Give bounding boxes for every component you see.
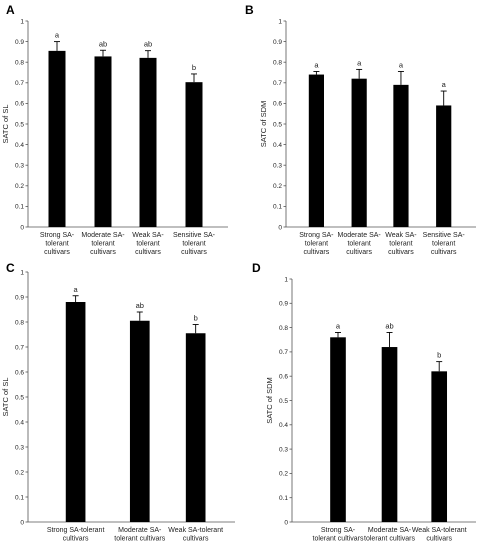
- y-tick-label: 0.8: [15, 319, 24, 326]
- significance-label: ab: [385, 321, 393, 330]
- y-tick-label: 1: [20, 18, 24, 25]
- significance-label: a: [74, 285, 79, 294]
- y-tick-label: 0.5: [15, 121, 24, 128]
- y-tick-label: 0.9: [15, 39, 24, 46]
- y-axis-label: SATC of SL: [1, 377, 10, 416]
- panel-letter: D: [252, 261, 261, 275]
- y-axis-label: SATC of SDM: [265, 377, 274, 424]
- significance-label: a: [442, 80, 447, 89]
- x-category-label: Moderate SA-tolerant cultivars: [114, 527, 165, 543]
- y-tick-label: 0.5: [273, 121, 282, 128]
- y-tick-label: 0: [20, 224, 24, 231]
- y-tick-label: 0.2: [273, 183, 282, 190]
- significance-label: a: [55, 31, 60, 40]
- y-tick-label: 0.2: [15, 469, 24, 476]
- y-tick-label: 0.9: [273, 39, 282, 46]
- y-tick-label: 0.7: [15, 80, 24, 87]
- y-tick-label: 0.7: [15, 344, 24, 351]
- y-tick-label: 0.1: [279, 495, 288, 502]
- y-tick-label: 1: [20, 269, 24, 276]
- y-tick-label: 0.8: [279, 325, 288, 332]
- bar: [330, 337, 346, 522]
- x-category-label: Strong SA-tolerant cultivars: [299, 232, 334, 256]
- bar: [308, 74, 324, 227]
- y-tick-label: 0.6: [15, 369, 24, 376]
- y-tick-label: 0.6: [279, 374, 288, 381]
- significance-label: ab: [99, 39, 107, 48]
- y-tick-label: 0.5: [15, 394, 24, 401]
- bar: [139, 57, 157, 228]
- significance-label: ab: [136, 301, 144, 310]
- y-tick-label: 0.8: [273, 60, 282, 67]
- bar: [381, 347, 398, 522]
- y-tick-label: 0.2: [279, 471, 288, 478]
- y-tick-label: 0: [284, 519, 288, 526]
- y-tick-label: 0.8: [15, 60, 24, 67]
- chart-panel-c: C 0 0.1 0.2 0.3 0.4 0.5 0.6 0.7 0.8 0.9 1 SATC of SL…: [1, 261, 235, 543]
- y-tick-label: 0.4: [279, 422, 288, 429]
- x-category-label: Moderate SA-tolerant cultivars: [338, 232, 382, 256]
- y-tick-label: 0.3: [15, 163, 24, 170]
- y-axis-label: SATC of SDM: [259, 101, 268, 148]
- bar: [436, 105, 452, 227]
- significance-label: b: [192, 63, 196, 72]
- panel-letter: B: [245, 3, 254, 17]
- y-tick-label: 0.7: [273, 80, 282, 87]
- y-tick-label: 0.5: [279, 398, 288, 405]
- x-category-label: Strong SA-tolerant cultivars: [40, 232, 75, 256]
- y-tick-label: 0.3: [273, 163, 282, 170]
- chart-panel-d: D 0 0.1 0.2 0.3 0.4 0.5 0.6 0.7 0.8 0.9 1 SATC of SD…: [252, 261, 476, 543]
- x-category-label: Weak SA-tolerant cultivars: [132, 232, 164, 256]
- y-axis-label: SATC of SL: [1, 104, 10, 143]
- y-tick-label: 0: [20, 519, 24, 526]
- y-tick-label: 0.1: [15, 204, 24, 211]
- bar: [48, 50, 66, 228]
- bar: [185, 82, 203, 227]
- panel-letter: A: [6, 3, 15, 17]
- significance-label: a: [336, 321, 341, 330]
- y-tick-label: 0.4: [15, 142, 24, 149]
- significance-label: ab: [144, 40, 152, 49]
- significance-label: b: [437, 351, 441, 360]
- chart-panel-b: B 0 0.1 0.2 0.3 0.4 0.5 0.6 0.7 0.8 0.9 1 SATC of SD…: [245, 3, 476, 256]
- significance-label: a: [399, 60, 404, 69]
- y-tick-label: 0.2: [15, 183, 24, 190]
- y-tick-label: 0.4: [273, 142, 282, 149]
- bar: [393, 84, 409, 227]
- x-category-label: Weak SA-tolerant cultivars: [168, 527, 223, 543]
- y-tick-label: 0.3: [279, 446, 288, 453]
- y-tick-label: 0.6: [273, 101, 282, 108]
- x-category-label: Sensitive SA-tolerant cultivars: [173, 232, 216, 256]
- significance-label: b: [194, 314, 198, 323]
- significance-label: a: [314, 60, 319, 69]
- y-tick-label: 0.3: [15, 444, 24, 451]
- x-category-label: Strong SA-tolerant cultivars: [313, 527, 364, 543]
- y-tick-label: 1: [284, 276, 288, 283]
- bar: [431, 371, 448, 522]
- x-category-label: Weak SA-tolerant cultivars: [412, 527, 467, 543]
- y-tick-label: 0.9: [15, 294, 24, 301]
- y-tick-label: 0: [278, 224, 282, 231]
- x-category-label: Weak SA-tolerant cultivars: [385, 232, 417, 256]
- bar: [65, 302, 86, 522]
- y-tick-label: 0.1: [273, 204, 282, 211]
- bar: [94, 56, 112, 227]
- significance-label: a: [357, 58, 362, 67]
- x-category-label: Sensitive SA-tolerant cultivars: [423, 232, 466, 256]
- y-tick-label: 1: [278, 18, 282, 25]
- y-tick-label: 0.9: [279, 301, 288, 308]
- panel-letter: C: [6, 261, 15, 275]
- chart-panel-a: A 0 0.1 0.2 0.3 0.4 0.5 0.6 0.7 0.8 0.9 1 SATC of SL…: [1, 3, 228, 256]
- y-tick-label: 0.4: [15, 419, 24, 426]
- x-category-label: Strong SA-tolerant cultivars: [47, 527, 105, 543]
- bar: [185, 333, 206, 522]
- y-tick-label: 0.7: [279, 349, 288, 356]
- bar: [351, 78, 367, 228]
- x-category-label: Moderate SA-tolerant cultivars: [81, 232, 125, 256]
- y-tick-label: 0.1: [15, 494, 24, 501]
- x-category-label: Moderate SA-tolerant cultivars: [364, 527, 415, 543]
- y-tick-label: 0.6: [15, 101, 24, 108]
- bar: [129, 320, 150, 522]
